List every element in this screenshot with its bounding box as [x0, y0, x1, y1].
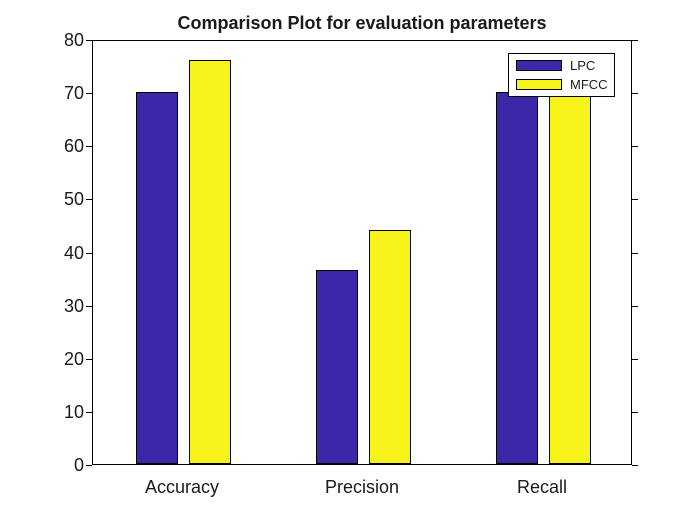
y-tick-mark-right [632, 358, 638, 360]
y-tick-mark-left [86, 40, 92, 41]
legend-entry-lpc: LPC [516, 59, 614, 72]
chart-title: Comparison Plot for evaluation parameter… [177, 13, 547, 33]
bar-mfcc-precision [369, 230, 411, 464]
bar-mfcc-recall [549, 66, 591, 464]
y-tick-mark-left [86, 199, 92, 201]
y-tick-label: 40 [63, 242, 84, 263]
y-tick-mark-right [632, 199, 638, 201]
y-tick-mark-right [632, 252, 638, 254]
y-tick-label: 10 [63, 401, 84, 422]
y-tick-mark-left [86, 411, 92, 413]
y-tick-label: 50 [63, 189, 84, 210]
y-tick-label: 30 [63, 295, 84, 316]
bar-lpc-accuracy [136, 92, 178, 464]
y-tick-mark-right [632, 146, 638, 148]
plot-area [92, 40, 632, 465]
y-tick-mark-right [632, 305, 638, 307]
bar-mfcc-accuracy [189, 60, 231, 464]
y-tick-mark-left [86, 305, 92, 307]
y-tick-mark-left [86, 93, 92, 95]
x-category-label-recall: Recall [516, 477, 568, 497]
y-tick-label: 0 [73, 455, 84, 475]
y-tick-mark-left [86, 252, 92, 254]
y-tick-label: 60 [63, 136, 84, 157]
bar-lpc-recall [496, 92, 538, 464]
x-category-label-precision: Precision [324, 477, 400, 497]
y-tick-mark-right [632, 93, 638, 95]
y-tick-mark-right [632, 465, 638, 466]
legend: LPC MFCC [508, 53, 615, 97]
legend-swatch-mfcc [516, 78, 562, 90]
legend-label-lpc: LPC [570, 58, 596, 74]
y-tick-mark-left [86, 465, 92, 466]
y-tick-label: 80 [63, 30, 84, 50]
legend-swatch-lpc [516, 60, 562, 72]
y-tick-mark-right [632, 40, 638, 41]
legend-entry-mfcc: MFCC [516, 78, 614, 91]
y-tick-mark-left [86, 358, 92, 360]
bar-lpc-precision [316, 270, 358, 464]
y-tick-label: 20 [63, 348, 84, 369]
y-tick-mark-left [86, 146, 92, 148]
x-category-label-accuracy: Accuracy [144, 477, 220, 497]
legend-label-mfcc: MFCC [570, 76, 608, 92]
y-tick-mark-right [632, 411, 638, 413]
y-tick-label: 70 [63, 83, 84, 104]
